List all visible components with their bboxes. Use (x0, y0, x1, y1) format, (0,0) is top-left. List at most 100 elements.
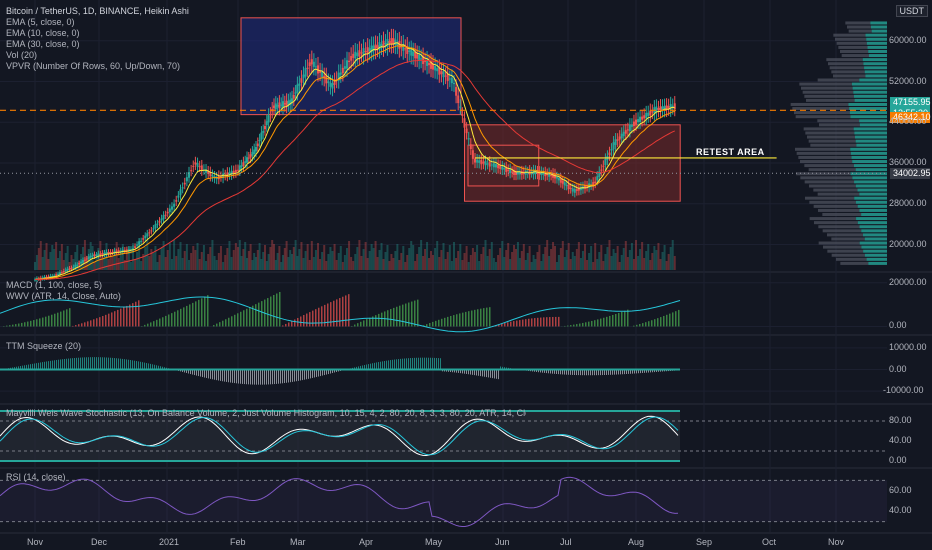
wwv-bar (432, 321, 434, 327)
wwv-bar (480, 308, 482, 327)
ttm-bar (642, 369, 643, 373)
candle-body (291, 98, 293, 104)
wwv-bar (366, 319, 368, 327)
volume-bar (329, 247, 332, 270)
volume-bar (604, 254, 607, 270)
wwv-bar (21, 322, 23, 327)
legend-stoch[interactable]: Mayvilli Weis Wave Stochastic (13, On Ba… (6, 408, 526, 418)
legend-wwv[interactable]: WWV (ATR, 14, Close, Auto) (6, 291, 121, 301)
symbol-title[interactable]: Bitcoin / TetherUS, 1D, BINANCE, Heikin … (6, 6, 189, 16)
candle-body (370, 45, 373, 53)
wwv-bar (42, 317, 44, 327)
candle-body (276, 104, 279, 107)
wwv-bar (504, 322, 506, 327)
legend-ttm[interactable]: TTM Squeeze (20) (6, 341, 82, 351)
wwv-bar (564, 325, 566, 327)
ttm-bar (630, 369, 631, 374)
candle-body (614, 139, 617, 146)
candle-body (192, 165, 195, 167)
ttm-bar (118, 358, 119, 370)
ttm-bar (160, 366, 161, 370)
ttm-bar (590, 369, 591, 376)
wwv-bar (162, 317, 164, 327)
wwv-bar (597, 319, 599, 327)
candle-body (312, 61, 315, 67)
ttm-bar (542, 369, 543, 373)
ttm-bar (602, 369, 603, 376)
legend-ema10[interactable]: EMA (10, close, 0) (6, 28, 80, 38)
ttm-bar (250, 369, 251, 385)
legend-vpvr[interactable]: VPVR (Number Of Rows, 60, Up/Down, 70) (6, 61, 181, 71)
price-tag: 46342.10 (890, 112, 931, 124)
volume-bar (219, 246, 222, 270)
ttm-bar (576, 369, 577, 376)
wwv-bar (246, 308, 248, 327)
volume-bar (588, 253, 591, 270)
wwv-bar (135, 301, 137, 327)
wwv-bar (663, 315, 665, 327)
ttm-bar (18, 366, 19, 370)
candle-body (341, 67, 344, 74)
wwv-bar (282, 325, 284, 327)
candle-body (630, 124, 633, 127)
candle-body (234, 169, 237, 173)
candle-body (404, 48, 407, 50)
volume-bar (362, 249, 365, 270)
volume-bar (544, 247, 547, 270)
candle-body (152, 228, 155, 230)
wwv-bar (303, 315, 305, 327)
wwv-bar (153, 321, 155, 327)
legend-ema5[interactable]: EMA (5, close, 0) (6, 17, 75, 27)
volume-bar (105, 243, 108, 270)
candle-body (244, 161, 247, 163)
ttm-bar (48, 361, 49, 370)
ttm-bar (126, 359, 127, 370)
ttm-bar (334, 369, 335, 373)
wwv-bar (294, 319, 296, 327)
currency-button[interactable]: USDT (895, 5, 928, 17)
ttm-bar (356, 366, 357, 370)
vpvr-up-bar (848, 102, 887, 106)
ttm-bar (252, 369, 253, 385)
ttm-bar (140, 361, 141, 370)
legend-ema30[interactable]: EMA (30, close, 0) (6, 39, 80, 49)
candle-body (304, 68, 307, 77)
volume-bar (103, 250, 106, 270)
wwv-bar (27, 321, 29, 327)
ttm-bar (566, 369, 567, 375)
volume-bar (269, 247, 272, 270)
legend-rsi[interactable]: RSI (14, close) (6, 472, 66, 482)
wwv-bar (537, 317, 539, 327)
wwv-bar (213, 325, 215, 327)
volume-bar (45, 243, 48, 270)
volume-bar (132, 243, 134, 270)
volume-bar (651, 253, 654, 270)
ttm-bar (570, 369, 571, 375)
wwv-bar (174, 311, 176, 327)
wwv-bar (558, 316, 560, 327)
candle-body (544, 171, 547, 177)
volume-bar (584, 244, 586, 270)
ttm-bar (438, 358, 439, 370)
candle-body (459, 106, 462, 108)
wwv-bar (267, 298, 269, 327)
vpvr-up-bar (866, 37, 887, 41)
volume-bar (616, 246, 619, 270)
volume-bar (384, 252, 387, 270)
volume-bar (408, 248, 411, 270)
ttm-bar (374, 362, 375, 370)
wwv-bar (336, 299, 338, 327)
wwv-bar (312, 310, 314, 327)
legend-macd[interactable]: MACD (1, 100, close, 5) (6, 280, 103, 290)
vpvr-up-bar (853, 127, 887, 131)
legend-vol[interactable]: Vol (20) (6, 50, 38, 60)
vpvr-up-bar (865, 74, 887, 78)
ttm-bar (358, 366, 359, 370)
ttm-bar (426, 357, 427, 370)
candle-body (450, 77, 453, 84)
ttm-bar (54, 360, 55, 370)
wwv-bar (678, 309, 680, 327)
candle-body (577, 188, 580, 191)
candle-body (103, 252, 106, 255)
